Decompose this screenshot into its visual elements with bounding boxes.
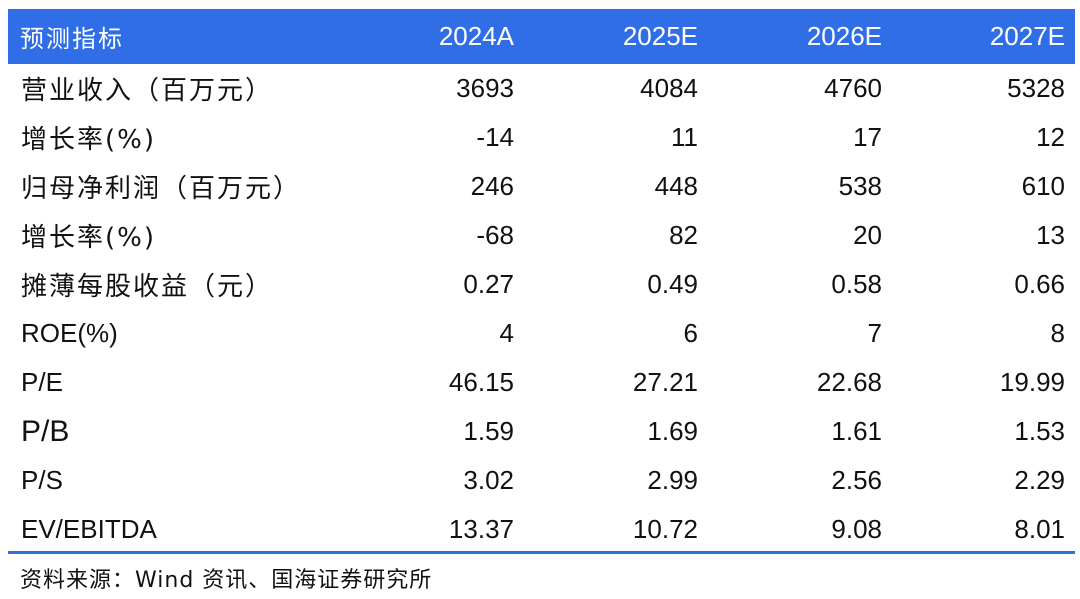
table-cell: 10.72 xyxy=(632,514,698,544)
table-cell: 2.56 xyxy=(831,465,882,495)
header-indicator: 预测指标 xyxy=(20,25,124,53)
table-row: P/S 3.02 2.99 2.56 2.29 xyxy=(8,456,1075,505)
table-cell: 1.53 xyxy=(1014,416,1065,446)
table-cell: 246 xyxy=(470,171,514,201)
table-cell: 5328 xyxy=(1007,73,1065,103)
header-2026e: 2026E xyxy=(806,21,882,51)
table-row: 增长率(%) -68 82 20 13 xyxy=(8,211,1075,260)
table-cell: 20 xyxy=(853,220,882,250)
header-2025e: 2025E xyxy=(622,21,698,51)
row-label: 营业收入（百万元） xyxy=(21,76,274,106)
table-cell: 1.69 xyxy=(647,416,698,446)
table-row: 营业收入（百万元） 3693 4084 4760 5328 xyxy=(8,64,1075,113)
table-row: P/B 1.59 1.69 1.61 1.53 xyxy=(8,407,1075,456)
table-cell: 1.61 xyxy=(831,416,882,446)
table-row: 摊薄每股收益（元） 0.27 0.49 0.58 0.66 xyxy=(8,260,1075,309)
table-cell: 8 xyxy=(1050,318,1065,348)
table-cell: 17 xyxy=(853,122,882,152)
row-label: P/E xyxy=(21,367,63,397)
table-cell: 3.02 xyxy=(463,465,514,495)
row-label: 归母净利润（百万元） xyxy=(21,174,302,204)
row-label: 摊薄每股收益（元） xyxy=(21,272,274,302)
table-row: 增长率(%) -14 11 17 12 xyxy=(8,113,1075,162)
table-cell: 0.66 xyxy=(1014,269,1065,299)
table-cell: 13.37 xyxy=(448,514,514,544)
row-label: EV/EBITDA xyxy=(21,514,157,544)
table-cell: 610 xyxy=(1021,171,1065,201)
table-cell: 0.49 xyxy=(647,269,698,299)
table-cell: 19.99 xyxy=(999,367,1065,397)
table-cell: 448 xyxy=(654,171,698,201)
table-cell: 82 xyxy=(669,220,698,250)
row-label: 增长率(%) xyxy=(21,125,156,155)
row-label: P/S xyxy=(21,465,63,495)
table-header-row: 预测指标 2024A 2025E 2026E 2027E xyxy=(8,9,1075,64)
header-2024a: 2024A xyxy=(438,21,514,51)
table-cell: 22.68 xyxy=(816,367,882,397)
table-cell: 3693 xyxy=(456,73,514,103)
table-cell: 4760 xyxy=(824,73,882,103)
table-cell: 8.01 xyxy=(1014,514,1065,544)
table-row: 归母净利润（百万元） 246 448 538 610 xyxy=(8,162,1075,211)
table-bottom-rule xyxy=(8,551,1075,554)
forecast-table: 预测指标 2024A 2025E 2026E 2027E 营业收入（百万元） 3… xyxy=(8,9,1075,554)
table-cell: 2.29 xyxy=(1014,465,1065,495)
table-cell: 7 xyxy=(867,318,882,348)
table-cell: 1.59 xyxy=(463,416,514,446)
table-cell: 2.99 xyxy=(647,465,698,495)
table-cell: 4084 xyxy=(640,73,698,103)
table-cell: 0.58 xyxy=(831,269,882,299)
table-cell: 0.27 xyxy=(463,269,514,299)
table-cell: -14 xyxy=(476,122,514,152)
table-cell: 538 xyxy=(838,171,882,201)
row-label: 增长率(%) xyxy=(21,223,156,253)
forecast-table-container: 预测指标 2024A 2025E 2026E 2027E 营业收入（百万元） 3… xyxy=(8,9,1075,554)
table-cell: -68 xyxy=(476,220,514,250)
table-cell: 13 xyxy=(1036,220,1065,250)
row-label: ROE(%) xyxy=(21,318,118,348)
row-label: P/B xyxy=(21,414,70,448)
table-cell: 9.08 xyxy=(831,514,882,544)
table-cell: 6 xyxy=(683,318,698,348)
table-row: ROE(%) 4 6 7 8 xyxy=(8,309,1075,358)
table-cell: 46.15 xyxy=(448,367,514,397)
table-cell: 27.21 xyxy=(632,367,698,397)
table-cell: 4 xyxy=(499,318,514,348)
table-cell: 11 xyxy=(671,122,698,152)
header-2027e: 2027E xyxy=(989,21,1065,51)
source-note: 资料来源：Wind 资讯、国海证券研究所 xyxy=(20,568,433,593)
table-row: EV/EBITDA 13.37 10.72 9.08 8.01 xyxy=(8,505,1075,554)
table-row: P/E 46.15 27.21 22.68 19.99 xyxy=(8,358,1075,407)
table-cell: 12 xyxy=(1036,122,1065,152)
